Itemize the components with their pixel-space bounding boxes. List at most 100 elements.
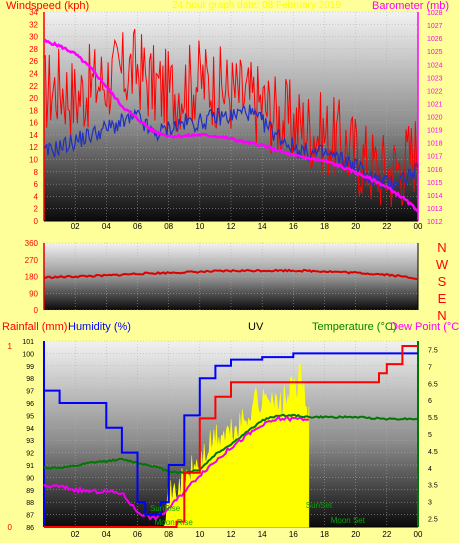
- barometer-y-tick-label: 1025: [427, 49, 443, 56]
- wind-x-tick-label: 20: [351, 222, 360, 230]
- wind-direction-chart: 0 90 180 270 360: [25, 239, 419, 315]
- humidity-y-tick-label: 88: [26, 500, 34, 507]
- wind-y-tick-label: 12: [29, 143, 38, 152]
- humidity-y-tick-label: 95: [26, 413, 34, 420]
- barometer-y-tick-label: 1021: [427, 101, 443, 108]
- wind-x-tick-label: 00: [414, 222, 423, 230]
- wind-gust-line: [43, 28, 419, 207]
- wind-y-tick-label: 10: [29, 156, 38, 165]
- humidity-x-tick-label: 22: [382, 530, 391, 539]
- temperature-y-tick-label: 2.5: [428, 517, 438, 524]
- humidity-x-tick-label: 08: [164, 530, 173, 539]
- barometer-y-tick-label: 1023: [427, 75, 443, 82]
- barometer-y-tick-label: 1012: [427, 219, 443, 226]
- sunset-label: SunSet: [306, 501, 333, 510]
- humidity-x-tick-label: 04: [102, 530, 111, 539]
- wind-average-line: [43, 104, 419, 191]
- wind-y-tick-label: 18: [29, 106, 38, 115]
- temperature-line: [43, 413, 419, 475]
- rainfall-y-tick-label: 0: [8, 523, 13, 532]
- wind-x-tick-label: 08: [164, 222, 173, 230]
- barometer-y-tick-label: 1014: [427, 193, 443, 200]
- temperature-y-tick-label: 6: [428, 398, 432, 405]
- wind-y-tick-label: 0: [34, 217, 39, 226]
- dewpoint-axis-label: Dew Point (°C): [390, 321, 459, 333]
- humidity-y-tick-label: 96: [26, 401, 34, 408]
- humidity-y-tick-label: 101: [22, 339, 34, 346]
- humidity-y-tick-label: 100: [22, 351, 34, 358]
- humidity-y-tick-label: 98: [26, 376, 34, 383]
- humidity-axis-label: Humidity (%): [68, 321, 131, 333]
- temperature-y-tick-label: 3: [428, 500, 432, 507]
- wind-y-tick-label: 20: [29, 94, 38, 103]
- wind-x-tick-label: 06: [133, 222, 142, 230]
- barometer-y-tick-label: 1022: [427, 88, 443, 95]
- barometer-y-tick-label: 1024: [427, 62, 443, 69]
- barometer-line: [43, 38, 420, 213]
- wind-y-tick-label: 2: [34, 205, 39, 214]
- wind-y-tick-label: 32: [29, 20, 38, 29]
- wind-y-tick-label: 30: [29, 33, 38, 42]
- barometer-y-tick-label: 1016: [427, 167, 443, 174]
- humidity-x-tick-label: 16: [289, 530, 298, 539]
- humidity-x-tick-label: 00: [414, 530, 423, 539]
- wind-x-tick-label: 22: [382, 222, 391, 230]
- wind-x-tick-label: 16: [289, 222, 298, 230]
- barometer-y-tick-label: 1018: [427, 141, 443, 148]
- wind-x-tick-label: 14: [258, 222, 267, 230]
- barometer-y-tick-label: 1027: [427, 23, 443, 30]
- rainfall-axis-label: Rainfall (mm): [2, 321, 68, 333]
- humidity-x-tick-label: 02: [71, 530, 80, 539]
- uv-axis-label: UV: [248, 321, 264, 333]
- humidity-y-tick-label: 89: [26, 488, 34, 495]
- direction-y-tick-label: 270: [25, 256, 39, 265]
- wind-x-tick-label: 12: [227, 222, 236, 230]
- humidity-y-tick-label: 99: [26, 364, 34, 371]
- temperature-y-tick-label: 7: [428, 364, 432, 371]
- rainfall-y-tick-label: 1: [8, 342, 13, 351]
- humidity-y-tick-label: 87: [26, 513, 34, 520]
- temperature-y-tick-label: 4: [428, 466, 432, 473]
- moonrise-label: Moon Rise: [155, 518, 194, 527]
- humidity-x-tick-label: 14: [258, 530, 267, 539]
- humidity-x-tick-label: 18: [320, 530, 329, 539]
- humidity-line: [44, 352, 418, 516]
- temperature-axis-label: Temperature (°C): [312, 321, 397, 333]
- wind-y-tick-label: 28: [29, 45, 38, 54]
- wind-x-tick-label: 10: [195, 222, 204, 230]
- barometer-axis-label: Barometer (mb): [372, 0, 450, 12]
- compass-labels: N W S E N: [432, 240, 452, 325]
- windspeed-axis-label: Windspeed (kph): [6, 0, 90, 12]
- wind-y-tick-label: 16: [29, 119, 38, 128]
- wind-y-tick-label: 4: [34, 192, 39, 201]
- wind-y-tick-label: 34: [29, 8, 38, 17]
- temperature-y-tick-label: 4.5: [428, 449, 438, 456]
- humidity-temperature-chart: 0186878889909192939495969798991001012.53…: [8, 339, 438, 539]
- humidity-y-tick-label: 90: [26, 475, 34, 482]
- wind-y-tick-label: 26: [29, 57, 38, 66]
- wind-direction-line: [43, 268, 419, 280]
- wind-y-tick-label: 14: [29, 131, 38, 140]
- barometer-y-tick-label: 1028: [427, 10, 443, 17]
- moonset-label: Moon Set: [331, 516, 366, 525]
- temperature-y-tick-label: 3.5: [428, 483, 438, 490]
- barometer-y-tick-label: 1026: [427, 36, 443, 43]
- humidity-x-tick-label: 10: [195, 530, 204, 539]
- direction-gridlines: [44, 242, 418, 311]
- wind-y-tick-label: 22: [29, 82, 38, 91]
- humidity-y-tick-label: 91: [26, 463, 34, 470]
- compass-n-top: N: [437, 240, 447, 255]
- temperature-y-tick-label: 5.5: [428, 415, 438, 422]
- humidity-y-tick-label: 86: [26, 525, 34, 532]
- humidity-y-tick-label: 93: [26, 438, 34, 445]
- temperature-y-tick-label: 6.5: [428, 381, 438, 388]
- humidity-y-tick-label: 97: [26, 389, 34, 396]
- compass-n-bottom: N: [437, 308, 447, 323]
- dew-point-line: [43, 415, 310, 521]
- rainfall-line: [44, 345, 418, 528]
- humidity-y-tick-label: 92: [26, 451, 34, 458]
- humidity-y-tick-label: 94: [26, 426, 34, 433]
- barometer-y-tick-label: 1017: [427, 154, 443, 161]
- temperature-y-tick-label: 7.5: [428, 347, 438, 354]
- wind-y-tick-label: 24: [29, 69, 38, 78]
